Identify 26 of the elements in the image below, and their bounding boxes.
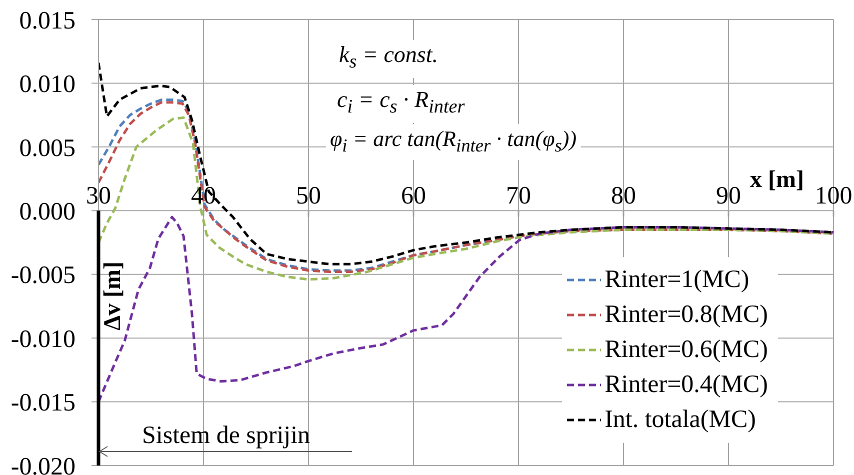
- y-tick-label: -0.020: [10, 453, 76, 475]
- y-tick-label: 0.000: [19, 198, 76, 226]
- annotation: k$_{s}$ = const.: [335, 40, 442, 78]
- x-tick-label: 70: [506, 182, 531, 210]
- annotation: φ$_{i}$ = arc tan(R$_{inter}$ · tan(φ$_{s}$)): [326, 124, 581, 160]
- x-tick-label: 50: [296, 182, 321, 210]
- legend-label: Rinter=1(MC): [604, 266, 750, 294]
- y-tick-label: 0.005: [19, 134, 76, 162]
- annotation: c$_{i}$ = c$_{s}$ · R$_{inter}$: [333, 85, 469, 123]
- x-tick-label: 90: [716, 182, 741, 210]
- legend-label: Rinter=0.8(MC): [604, 301, 768, 330]
- y-tick-label: 0.015: [19, 7, 76, 34]
- x-tick-label: 100: [814, 182, 852, 210]
- y-axis-title: Δv [m]: [99, 261, 127, 331]
- x-axis-title: x [m]: [750, 166, 804, 194]
- y-tick-label: -0.015: [10, 390, 76, 417]
- legend-label: Rinter=0.4(MC): [604, 370, 768, 399]
- x-tick-label: 80: [611, 182, 636, 210]
- y-tick-label: -0.005: [10, 262, 76, 290]
- legend-label: Int. totala(MC): [604, 406, 756, 434]
- x-tick-label: 30: [86, 182, 111, 210]
- y-tick-label: 0.010: [19, 71, 76, 98]
- x-tick-label: 60: [401, 182, 426, 210]
- y-tick-label: -0.010: [10, 326, 76, 353]
- legend-label: Rinter=0.6(MC): [604, 336, 768, 364]
- annotation: Sistem de sprijin: [141, 421, 312, 451]
